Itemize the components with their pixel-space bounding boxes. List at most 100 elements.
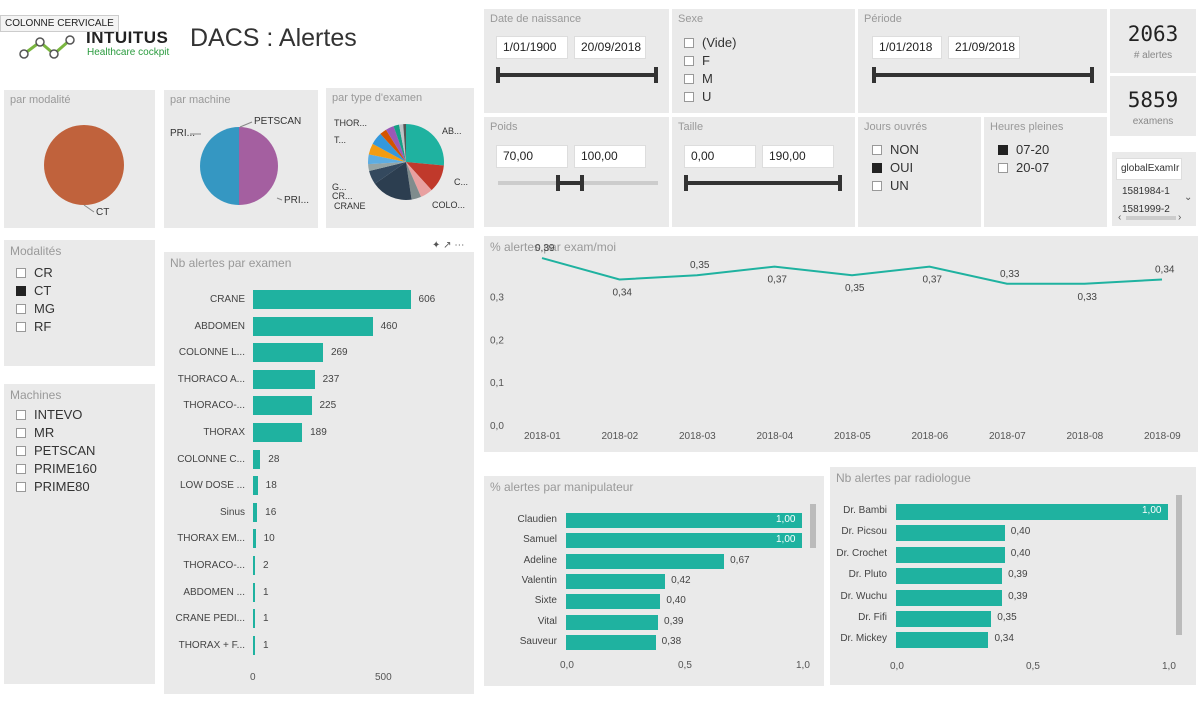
pie-slice[interactable] — [406, 124, 444, 166]
dob-to-input[interactable]: 20/09/2018 — [574, 36, 646, 59]
checkbox[interactable] — [872, 145, 882, 155]
pie-slice[interactable] — [406, 162, 444, 191]
scroll-left-icon[interactable]: ‹ — [1118, 212, 1122, 223]
periode-slider-max-handle[interactable] — [1090, 67, 1094, 83]
bar[interactable] — [253, 529, 256, 549]
pie-slice[interactable] — [372, 133, 406, 162]
bar[interactable] — [253, 396, 312, 416]
poids-from-input[interactable]: 70,00 — [496, 145, 568, 168]
pie-slice[interactable] — [403, 124, 406, 162]
bar[interactable] — [896, 589, 1003, 606]
taille-slider-min-handle[interactable] — [684, 175, 688, 191]
machine-option[interactable]: MR — [16, 424, 97, 442]
pie-slice[interactable] — [399, 124, 406, 162]
bar[interactable] — [253, 502, 258, 522]
checkbox[interactable] — [16, 322, 26, 332]
bar[interactable] — [253, 316, 373, 336]
poids-slider-min-handle[interactable] — [556, 175, 560, 191]
modalite-option[interactable]: MG — [16, 300, 55, 318]
bar[interactable] — [566, 634, 656, 650]
dob-slider-track[interactable] — [498, 73, 658, 77]
pie-slice[interactable] — [368, 143, 406, 162]
periode-from-input[interactable]: 1/01/2018 — [872, 36, 942, 59]
jours-option[interactable]: OUI — [872, 159, 919, 177]
checkbox[interactable] — [684, 38, 694, 48]
scrollbar[interactable] — [1176, 495, 1182, 635]
expand-icon[interactable]: ↗ — [443, 240, 452, 251]
periode-slider-track[interactable] — [874, 73, 1094, 77]
scrollbar[interactable] — [810, 504, 816, 548]
bar[interactable] — [566, 614, 659, 630]
checkbox[interactable] — [684, 56, 694, 66]
checkbox[interactable] — [684, 74, 694, 84]
checkbox[interactable] — [16, 428, 26, 438]
machine-option[interactable]: PRIME80 — [16, 478, 97, 496]
sexe-option[interactable]: F — [684, 52, 736, 70]
pie-slice-petscan[interactable] — [239, 127, 278, 205]
scroll-right-icon[interactable]: › — [1178, 212, 1182, 223]
sexe-option[interactable]: (Vide) — [684, 34, 736, 52]
poids-slider-max-handle[interactable] — [580, 175, 584, 191]
dob-slider-min-handle[interactable] — [496, 67, 500, 83]
bar[interactable] — [566, 573, 666, 589]
checkbox[interactable] — [16, 410, 26, 420]
series-line[interactable] — [541, 257, 1163, 285]
bar[interactable] — [253, 635, 255, 655]
bar[interactable] — [253, 476, 258, 496]
pie-slice[interactable] — [406, 162, 432, 197]
modalite-option[interactable]: CR — [16, 264, 55, 282]
bar[interactable] — [253, 343, 323, 363]
bar[interactable] — [253, 609, 255, 629]
jours-option[interactable]: UN — [872, 177, 919, 195]
bar[interactable] — [566, 553, 725, 569]
sexe-option[interactable]: U — [684, 88, 736, 106]
pie-slice-prime[interactable] — [200, 127, 239, 205]
pie-slice[interactable] — [368, 154, 406, 165]
machine-option[interactable]: PRIME160 — [16, 460, 97, 478]
checkbox[interactable] — [16, 446, 26, 456]
taille-slider-track[interactable] — [686, 181, 842, 185]
pie-slice[interactable] — [380, 129, 406, 162]
checkbox[interactable] — [16, 304, 26, 314]
machine-option[interactable]: INTEVO — [16, 406, 97, 424]
checkbox[interactable] — [16, 286, 26, 296]
bar[interactable] — [896, 525, 1005, 542]
bar[interactable] — [253, 290, 411, 309]
sexe-option[interactable]: M — [684, 70, 736, 88]
modalite-option[interactable]: RF — [16, 318, 55, 336]
exam-list-row[interactable]: 1581999-2 — [1122, 204, 1170, 215]
checkbox[interactable] — [16, 464, 26, 474]
dob-slider-max-handle[interactable] — [654, 67, 658, 83]
heures-option[interactable]: 07-20 — [998, 141, 1049, 159]
checkbox[interactable] — [998, 145, 1008, 155]
heures-option[interactable]: 20-07 — [998, 159, 1049, 177]
pie-slice[interactable] — [406, 162, 422, 200]
dob-from-input[interactable]: 1/01/1900 — [496, 36, 568, 59]
exam-list-header[interactable]: globalExamIr — [1116, 158, 1182, 180]
pie-slice[interactable] — [368, 162, 406, 172]
checkbox[interactable] — [872, 181, 882, 191]
pie-slice[interactable] — [393, 124, 406, 162]
bar[interactable] — [253, 556, 255, 575]
bar[interactable] — [253, 369, 315, 389]
taille-slider-max-handle[interactable] — [838, 175, 842, 191]
checkbox[interactable] — [872, 163, 882, 173]
pie-slice[interactable] — [369, 162, 406, 184]
modalite-option[interactable]: CT — [16, 282, 55, 300]
pin-icon[interactable]: ✦ — [432, 240, 441, 251]
checkbox[interactable] — [684, 92, 694, 102]
periode-slider-min-handle[interactable] — [872, 67, 876, 83]
poids-to-input[interactable]: 100,00 — [574, 145, 646, 168]
machine-option[interactable]: PETSCAN — [16, 442, 97, 460]
jours-option[interactable]: NON — [872, 141, 919, 159]
periode-to-input[interactable]: 21/09/2018 — [948, 36, 1020, 59]
pie-slice[interactable] — [385, 126, 406, 162]
scrollbar[interactable] — [1126, 216, 1176, 220]
exam-list-row[interactable]: 1581984-1 — [1122, 186, 1170, 197]
bar[interactable] — [566, 513, 802, 528]
bar[interactable] — [566, 533, 802, 549]
checkbox[interactable] — [16, 482, 26, 492]
chevron-down-icon[interactable]: ⌄ — [1184, 192, 1193, 203]
bar[interactable] — [896, 632, 989, 649]
bar[interactable] — [253, 423, 303, 442]
